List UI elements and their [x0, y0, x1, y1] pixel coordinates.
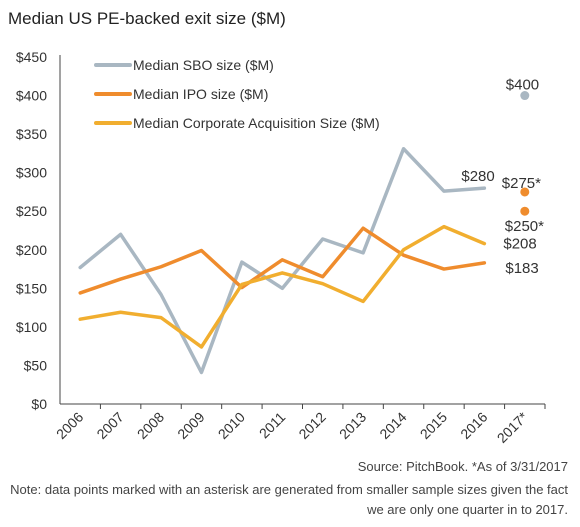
x-tick-label: 2007 [93, 409, 126, 442]
end-value-label: $280 [461, 168, 494, 185]
x-tick-label: 2008 [134, 409, 167, 442]
source-note: Source: PitchBook. *As of 3/31/2017 [357, 459, 568, 474]
y-tick-label: $350 [16, 126, 47, 142]
annotated-point-label: $275* [502, 175, 541, 192]
chart-title: Median US PE-backed exit size ($M) [8, 9, 286, 28]
legend-label: Median Corporate Acquisition Size ($M) [133, 115, 380, 131]
legend-label: Median SBO size ($M) [133, 57, 274, 73]
y-tick-label: $100 [16, 319, 47, 335]
annotated-point [520, 206, 530, 216]
y-tick-label: $300 [16, 165, 47, 181]
end-value-label: $208 [503, 236, 536, 253]
x-tick-label: 2010 [215, 409, 248, 442]
end-value-label: $183 [505, 260, 538, 277]
footnote: Note: data points marked with an asteris… [10, 482, 568, 517]
x-tick-label: 2012 [295, 409, 328, 442]
y-tick-label: $450 [16, 49, 47, 65]
x-tick-label: 2016 [457, 409, 490, 442]
y-tick-label: $200 [16, 242, 47, 258]
x-tick-label: 2014 [376, 409, 409, 442]
annotated-point-label: $400 [506, 77, 539, 94]
x-tick-label: 2009 [174, 409, 207, 442]
x-tick-label: 2017* [494, 408, 532, 446]
annotated-point [520, 91, 530, 101]
x-tick-label: 2015 [417, 409, 450, 442]
legend-label: Median IPO size ($M) [133, 86, 268, 102]
annotated-point [520, 187, 530, 197]
x-tick-label: 2006 [53, 409, 86, 442]
x-tick-label: 2013 [336, 409, 369, 442]
x-tick-label: 2011 [256, 409, 289, 442]
y-tick-label: $400 [16, 88, 47, 104]
annotated-point-label: $250* [505, 218, 544, 235]
y-tick-label: $50 [24, 357, 48, 373]
y-tick-label: $250 [16, 203, 47, 219]
y-tick-label: $0 [31, 396, 47, 412]
y-tick-label: $150 [16, 280, 47, 296]
